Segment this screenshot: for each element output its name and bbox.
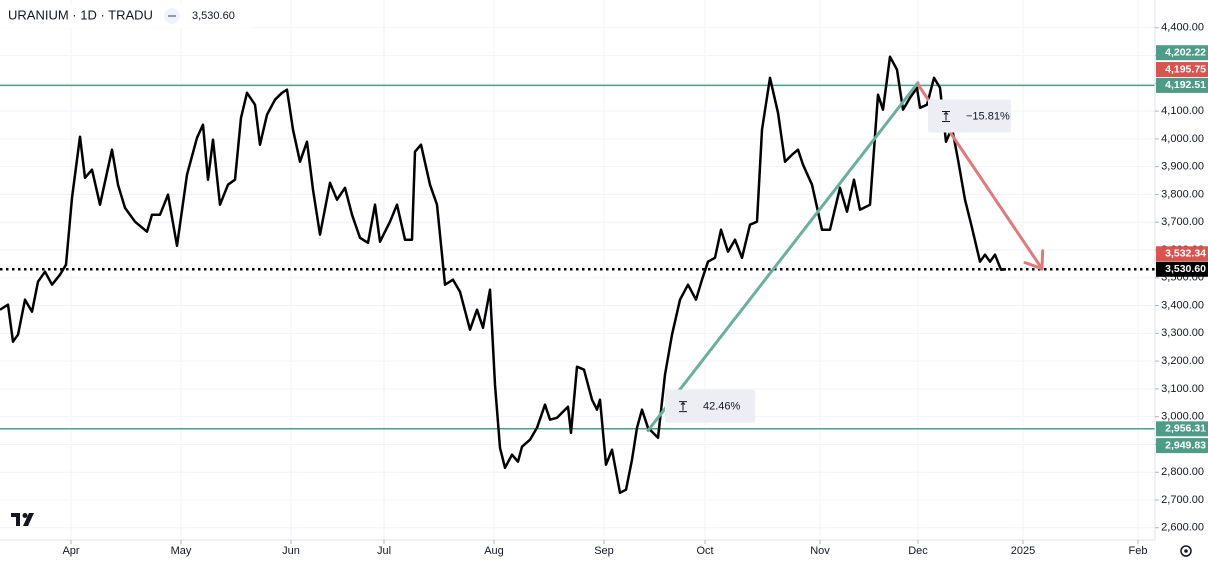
y-tick-label: 4,400.00	[1161, 22, 1204, 34]
x-tick-label: Jun	[282, 545, 300, 557]
y-tick-label: 3,400.00	[1161, 299, 1204, 311]
measure-label: 42.46%	[703, 401, 741, 413]
price-label-bg	[1156, 438, 1208, 454]
price-label: 2,949.83	[1165, 439, 1206, 451]
x-tick-label: Aug	[484, 545, 504, 557]
header-bg	[0, 4, 250, 28]
grid	[0, 0, 1155, 540]
y-tick-label: 3,200.00	[1161, 355, 1204, 367]
y-tick-label: 3,300.00	[1161, 327, 1204, 339]
y-tick-label: 3,100.00	[1161, 383, 1204, 395]
price-label-bg	[1156, 62, 1208, 78]
price-label: 4,202.22	[1165, 46, 1206, 58]
y-tick-label: 2,800.00	[1161, 466, 1204, 478]
y-tick-label: 2,700.00	[1161, 494, 1204, 506]
arrow-head	[1040, 249, 1045, 271]
arrow-head	[1023, 261, 1044, 271]
y-tick-label: 3,700.00	[1161, 216, 1204, 228]
measure-icon	[942, 111, 950, 123]
x-tick-label: Sep	[594, 545, 614, 557]
x-tick-label: 2025	[1011, 545, 1035, 557]
x-tick-label: Apr	[62, 545, 79, 557]
price-label: 3,530.60	[1165, 263, 1206, 275]
settings-button[interactable]	[1180, 545, 1192, 557]
y-tick-label: 3,900.00	[1161, 161, 1204, 173]
price-label-bg	[1156, 246, 1208, 262]
trend-line	[646, 81, 920, 433]
tv-logo	[11, 513, 34, 526]
price-label-bg	[1156, 45, 1208, 61]
price-label: 4,192.51	[1165, 79, 1206, 91]
x-tick-label: Jul	[377, 545, 391, 557]
y-tick-label: 3,000.00	[1161, 411, 1204, 423]
measure-box	[928, 99, 1011, 133]
x-tick-label: Dec	[908, 545, 928, 557]
plot: 42.46% −15.81%	[0, 55, 1155, 495]
x-tick-label: May	[171, 545, 192, 557]
header-price: 3,530.60	[192, 10, 235, 22]
measure-icon	[679, 401, 687, 413]
measure-box	[665, 389, 755, 423]
y-tick-label: 3,800.00	[1161, 188, 1204, 200]
measure-label: −15.81%	[966, 110, 1010, 122]
y-tick-label: 2,600.00	[1161, 522, 1204, 534]
price-label-bg	[1156, 421, 1208, 437]
price-label: 2,956.31	[1165, 423, 1206, 435]
axis: 2,600.002,700.002,800.002,900.003,000.00…	[62, 22, 1208, 557]
x-tick-label: Nov	[810, 545, 830, 557]
price-label: 4,195.75	[1165, 63, 1206, 75]
price-line	[0, 55, 1007, 495]
x-tick-label: Oct	[696, 545, 713, 557]
price-label-bg	[1156, 77, 1208, 93]
price-label: 3,532.34	[1165, 248, 1206, 260]
y-tick-label: 4,100.00	[1161, 105, 1204, 117]
x-tick-label: Feb	[1129, 545, 1148, 557]
y-tick-label: 4,000.00	[1161, 133, 1204, 145]
price-label-bg	[1156, 261, 1208, 277]
symbol-title: URANIUM · 1D · TRADU	[8, 7, 153, 22]
